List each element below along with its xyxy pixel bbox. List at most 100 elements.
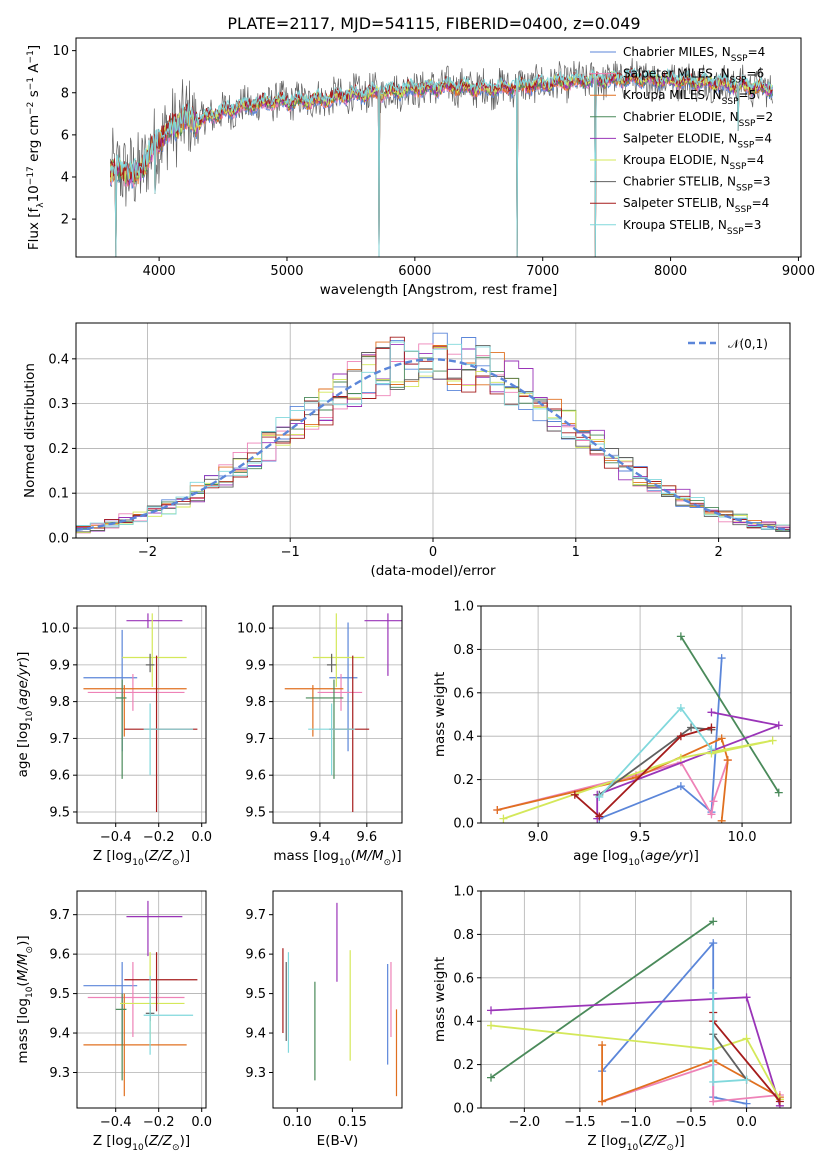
series-marker [774, 721, 783, 730]
label-segment: SSP [731, 54, 748, 64]
x-tick-label: 8000 [654, 264, 687, 279]
y-tick-label: 9.6 [49, 769, 70, 784]
label-segment: ( [144, 1133, 149, 1149]
legend-label: Chabrier MILES, NSSP=4 [623, 45, 765, 64]
legend-label: Chabrier ELODIE, NSSP=2 [623, 110, 773, 129]
errorbar-point [145, 653, 155, 673]
plots-root: 4000 5000 6000 7000 8000 9000246810wavelength… [15, 37, 815, 1153]
y-axis-label: mass weight [432, 672, 448, 757]
x-tick-label: 6000 [398, 264, 431, 279]
y-tick-label: 9.7 [49, 908, 70, 923]
label-segment: Chabrier STELIB, N [623, 175, 736, 189]
axes-age_vs_mass: 9.4 9.6 9.5 9.6 9.7 9.8 9.9 10.0 mass [log10(M/M… [237, 605, 403, 868]
label-segment: mass weight [432, 957, 448, 1042]
x-tick-label: −1 [281, 545, 300, 560]
errorbar-point [126, 613, 183, 629]
errorbar-point [143, 975, 194, 1055]
y-tick-label: 2 [61, 213, 69, 228]
label-segment: 10 [132, 858, 144, 868]
series-marker [742, 1099, 751, 1108]
y-tick-label: 9.7 [245, 732, 266, 747]
series-marker [723, 756, 732, 765]
y-axis-label: Normed distribution [22, 363, 38, 498]
label-segment: )] [391, 848, 402, 864]
label-segment: ⊙ [25, 946, 35, 954]
axes-frame [75, 322, 791, 539]
y-tick-label: 9.5 [49, 987, 70, 1002]
label-segment: ( [638, 1133, 643, 1149]
series-marker [709, 797, 718, 806]
errorbar-point [87, 674, 185, 711]
label-segment: =4 [754, 131, 772, 145]
label-segment: Chabrier MILES, N [623, 45, 731, 59]
x-axis-label: mass [log10(M/M⊙)] [273, 848, 401, 868]
series-marker [709, 988, 718, 997]
errorbar-point [364, 613, 402, 676]
y-tick-label: 10.0 [237, 622, 266, 637]
x-tick-label: 0.0 [191, 830, 212, 845]
series-marker [595, 792, 604, 801]
y-tick-label: 4 [61, 170, 69, 185]
label-segment: =2 [755, 110, 773, 124]
label-segment: SSP [739, 119, 756, 129]
errorbar-point [308, 703, 356, 776]
series-marker [487, 1006, 495, 1015]
x-tick-label: −0.5 [675, 1115, 707, 1130]
errorbar-point [115, 993, 127, 1081]
legend-label: Kroupa MILES, NSSP=5 [623, 88, 756, 107]
y-tick-label: 1.0 [453, 885, 474, 900]
series-line [574, 726, 712, 818]
series-marker [775, 1097, 784, 1106]
errorbar-point [124, 655, 198, 812]
axes-frame [75, 37, 802, 258]
label-segment: mass weight [432, 672, 448, 757]
label-segment: A [26, 63, 42, 77]
y-axis-label: Flux [fλ10−17 erg cm−2 s−1 A−1] [26, 45, 46, 250]
y-tick-label: 0.0 [48, 532, 69, 547]
series-marker [570, 790, 579, 799]
label-segment: =3 [753, 175, 771, 189]
y-tick-label: 0.8 [453, 928, 474, 943]
y-tick-label: 0.0 [453, 817, 474, 832]
y-tick-label: 0.8 [453, 643, 474, 658]
label-segment: )] [180, 1133, 191, 1149]
x-tick-label: 0 [429, 545, 437, 560]
label-segment: Kroupa ELODIE, N [623, 153, 730, 167]
label-segment: −2 [26, 102, 36, 115]
axes-frame [480, 605, 792, 824]
y-tick-label: 6 [61, 128, 69, 143]
x-tick-label: −0.2 [143, 830, 175, 845]
y-axis-label: age [log10(age/yr)] [15, 652, 35, 778]
label-segment: Z/Z [148, 848, 173, 864]
series-marker [742, 1034, 751, 1043]
label-segment: ( [15, 705, 31, 710]
x-tick-label: 9000 [782, 264, 815, 279]
label-segment: SSP [736, 184, 753, 194]
errorbar-point [122, 613, 187, 687]
label-segment: )] [674, 1133, 685, 1149]
label-segment: =3 [744, 218, 762, 232]
errorbar-point [329, 655, 370, 812]
normal-curve [76, 358, 790, 532]
label-segment: )] [15, 652, 31, 663]
x-axis-label: age [log10(age/yr)] [573, 848, 699, 868]
series-marker [717, 734, 726, 743]
label-segment: )] [15, 935, 31, 946]
y-tick-label: 9.4 [245, 1027, 266, 1042]
label-segment: −17 [26, 166, 36, 185]
x-tick-label: −1.5 [564, 1115, 596, 1130]
series-line [601, 940, 747, 1105]
x-axis-label: wavelength [Angstrom, rest frame] [320, 282, 558, 298]
label-segment: Kroupa STELIB, N [623, 218, 727, 232]
series-marker [595, 812, 604, 821]
x-axis-label: Z [log10(Z/Z⊙)] [93, 1133, 190, 1153]
y-tick-label: 9.5 [245, 987, 266, 1002]
x-tick-label: 2 [714, 545, 722, 560]
spectrum-data-line [110, 58, 773, 257]
label-segment: SSP [730, 76, 747, 86]
series-marker [598, 1041, 607, 1050]
label-segment: λ [36, 202, 46, 208]
y-tick-label: 9.9 [49, 658, 70, 673]
label-segment: Salpeter STELIB, N [623, 196, 735, 210]
